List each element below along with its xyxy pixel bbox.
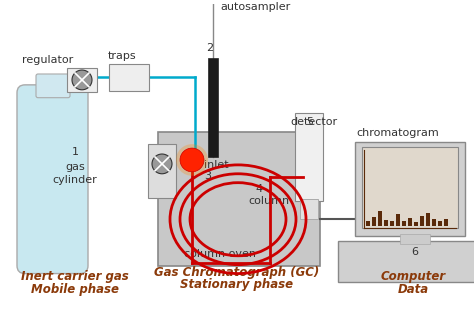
Bar bbox=[338, 241, 474, 283]
Circle shape bbox=[152, 154, 172, 174]
Text: Computer: Computer bbox=[381, 270, 446, 284]
Text: Gas Chromatograph (GC): Gas Chromatograph (GC) bbox=[155, 266, 319, 278]
Text: 1: 1 bbox=[72, 147, 79, 157]
Text: chromatogram: chromatogram bbox=[356, 128, 439, 138]
Text: autosampler: autosampler bbox=[220, 2, 290, 12]
Text: 3: 3 bbox=[204, 171, 211, 181]
Bar bbox=[208, 58, 218, 157]
Text: Data: Data bbox=[397, 283, 428, 296]
Bar bbox=[432, 219, 436, 226]
Bar bbox=[362, 147, 458, 228]
FancyBboxPatch shape bbox=[17, 85, 88, 274]
Bar bbox=[426, 213, 430, 226]
Text: 5: 5 bbox=[307, 117, 313, 127]
Circle shape bbox=[176, 144, 208, 176]
Text: gas: gas bbox=[65, 162, 85, 172]
Circle shape bbox=[180, 148, 204, 172]
Bar bbox=[372, 217, 376, 226]
Text: 2: 2 bbox=[207, 43, 214, 53]
Bar bbox=[444, 219, 448, 226]
Text: cylinder: cylinder bbox=[53, 175, 97, 185]
Bar bbox=[438, 221, 442, 226]
Bar bbox=[355, 142, 465, 236]
Bar bbox=[400, 234, 430, 244]
FancyBboxPatch shape bbox=[67, 68, 97, 92]
Text: Stationary phase: Stationary phase bbox=[181, 278, 293, 291]
Bar bbox=[378, 211, 382, 226]
Text: inlet: inlet bbox=[204, 160, 228, 170]
Text: column oven: column oven bbox=[184, 249, 256, 259]
Bar bbox=[148, 144, 176, 198]
Circle shape bbox=[72, 70, 92, 90]
Bar bbox=[420, 216, 424, 226]
Bar bbox=[408, 218, 412, 226]
Text: traps: traps bbox=[108, 51, 137, 61]
Text: 6: 6 bbox=[411, 247, 419, 257]
Text: Inert carrier gas: Inert carrier gas bbox=[21, 270, 129, 284]
FancyBboxPatch shape bbox=[109, 64, 149, 91]
Bar bbox=[414, 222, 418, 226]
Bar bbox=[396, 214, 400, 226]
Bar bbox=[366, 220, 370, 226]
Text: regulator: regulator bbox=[22, 55, 73, 65]
Text: column: column bbox=[248, 196, 289, 206]
Bar bbox=[158, 132, 320, 266]
FancyBboxPatch shape bbox=[36, 74, 70, 98]
Bar bbox=[390, 221, 394, 226]
Bar bbox=[295, 113, 323, 202]
Bar bbox=[300, 199, 318, 219]
Bar bbox=[402, 220, 406, 226]
Text: detector: detector bbox=[290, 117, 337, 127]
Text: 4: 4 bbox=[255, 184, 262, 194]
Bar bbox=[384, 220, 388, 226]
Text: Mobile phase: Mobile phase bbox=[31, 283, 119, 296]
